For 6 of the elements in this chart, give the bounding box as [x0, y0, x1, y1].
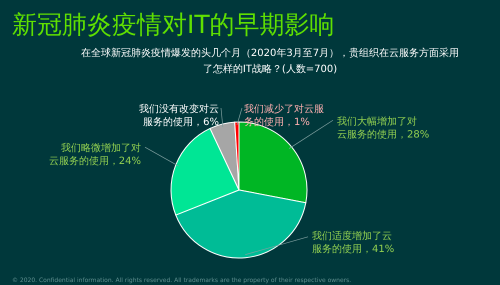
- slice-label: 我们略微增加了对云服务的使用，24%: [48, 142, 141, 168]
- slice-label: 我们大幅增加了对云服务的使用，28%: [337, 115, 430, 140]
- chart-title: 新冠肺炎疫情对IT的早期影响: [12, 10, 335, 39]
- chart-subtitle: 在全球新冠肺炎疫情爆发的头几个月（2020年3月至7月），贵组织在云服务方面采用了怎样的IT战略？(人数=700): [80, 47, 460, 75]
- slice-label: 我们适度增加了云服务的使用，41%: [312, 230, 394, 255]
- slice-label: 我们没有改变对云服务的使用，6%: [139, 103, 219, 128]
